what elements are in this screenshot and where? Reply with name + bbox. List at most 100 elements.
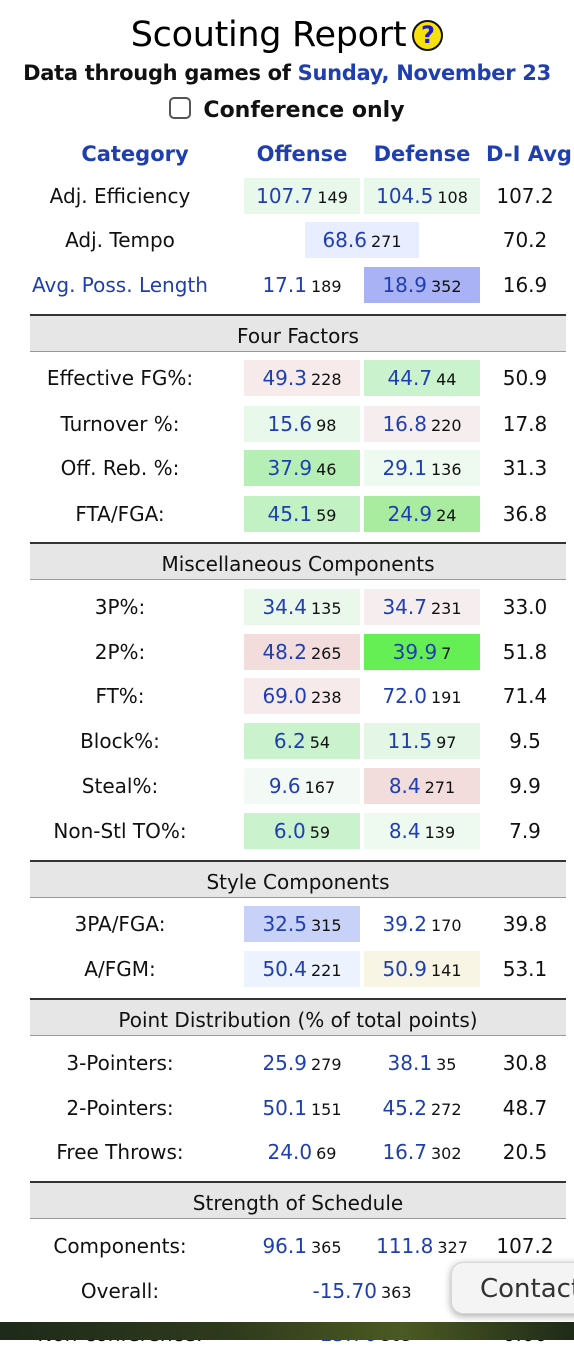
offense-value[interactable]: 37.9 [267, 456, 313, 480]
offense-value[interactable]: 6.2 [273, 729, 306, 753]
table-row: Non-Stl TO%: 6.0 59 8.4 139 7.9 [0, 811, 574, 851]
offense-rank: 228 [310, 370, 342, 389]
defense-value[interactable]: 29.1 [382, 456, 427, 480]
row-label: Off. Reb. %: [60, 456, 180, 480]
data-through-line: Data through games of Sunday, November 2… [0, 58, 574, 88]
defense-value[interactable]: 39.2 [382, 912, 427, 936]
defense-value[interactable]: 104.5 [376, 184, 434, 208]
contact-button[interactable]: Contact [451, 1262, 574, 1314]
offense-value[interactable]: 50.4 [262, 957, 307, 981]
defense-value[interactable]: 50.9 [382, 957, 427, 981]
offense-rank: 135 [310, 599, 342, 618]
defense-rank: 139 [424, 823, 456, 842]
table-row: 3PA/FGA: 32.5 315 39.2 170 39.8 [0, 904, 574, 944]
offense-value[interactable]: 45.1 [267, 502, 313, 526]
defense-value[interactable]: 11.5 [387, 729, 433, 753]
d1-average: 17.8 [502, 412, 548, 436]
tempo-value[interactable]: 68.6 [322, 228, 367, 252]
defense-value[interactable]: 72.0 [382, 684, 427, 708]
bottom-overlay-strip [0, 1322, 574, 1340]
defense-value[interactable]: 44.7 [387, 366, 433, 390]
offense-rank: 69 [316, 1144, 337, 1163]
defense-rank: 272 [430, 1100, 462, 1119]
row-label: Overall: [80, 1279, 160, 1303]
offense-rank: 279 [310, 1055, 342, 1074]
row-label: 3PA/FGA: [74, 912, 166, 936]
data-through-date-link[interactable]: Sunday, November 23 [297, 61, 552, 85]
defense-cell: 34.7 231 [364, 589, 480, 625]
d1-average: 31.3 [502, 456, 548, 480]
table-row: Components: 96.1 365 111.8 327 107.2 [0, 1226, 574, 1266]
defense-rank: 327 [437, 1238, 468, 1257]
table-row-adj-tempo: Adj. Tempo 68.6 271 70.2 [0, 220, 574, 260]
defense-value[interactable]: 16.7 [382, 1140, 427, 1164]
column-header-offense[interactable]: Offense [256, 142, 348, 166]
d1-average: 70.2 [502, 228, 548, 252]
defense-value[interactable]: 16.8 [382, 412, 427, 436]
d1-average: 107.2 [496, 184, 554, 208]
offense-value[interactable]: 107.7 [256, 184, 314, 208]
column-header-category[interactable]: Category [81, 142, 189, 166]
table-row: FT%: 69.0 238 72.0 191 71.4 [0, 676, 574, 716]
defense-value[interactable]: 34.7 [382, 595, 427, 619]
offense-value[interactable]: 49.3 [262, 366, 307, 390]
data-through-prefix: Data through games of [23, 61, 291, 85]
offense-value[interactable]: 6.0 [273, 819, 306, 843]
offense-value[interactable]: 17.1 [262, 273, 307, 297]
overall-sos-value[interactable]: -15.70 [312, 1279, 377, 1303]
offense-rank: 167 [304, 778, 336, 797]
offense-rank: 54 [309, 733, 331, 752]
defense-value[interactable]: 38.1 [387, 1051, 433, 1075]
defense-rank: 220 [430, 416, 462, 435]
table-row: Off. Reb. %: 37.9 46 29.1 136 31.3 [0, 448, 574, 488]
section-header-strength-of-schedule: Strength of Schedule [30, 1181, 566, 1219]
conference-only-toggle[interactable]: Conference only [0, 95, 574, 127]
row-label: 3P%: [94, 595, 146, 619]
d1-average: 9.5 [509, 729, 541, 753]
offense-value[interactable]: 24.0 [267, 1140, 313, 1164]
defense-cell: 39.9 7 [364, 634, 480, 670]
defense-cell: 8.4 271 [364, 768, 480, 804]
d1-average: 50.9 [502, 366, 548, 390]
d1-average: 20.5 [502, 1140, 548, 1164]
offense-value[interactable]: 69.0 [262, 684, 307, 708]
defense-value[interactable]: 8.4 [388, 819, 421, 843]
offense-value[interactable]: 48.2 [262, 640, 307, 664]
row-label: Steal%: [81, 774, 159, 798]
row-label: 2-Pointers: [66, 1096, 174, 1120]
defense-rank: 44 [436, 370, 457, 389]
defense-value[interactable]: 18.9 [382, 273, 427, 297]
help-icon[interactable]: ? [412, 20, 444, 51]
defense-value[interactable]: 111.8 [376, 1234, 434, 1258]
defense-cell: 18.9 352 [364, 267, 480, 303]
row-label-link[interactable]: Avg. Poss. Length [32, 273, 208, 297]
column-header-d1-avg[interactable]: D-I Avg [486, 142, 572, 166]
offense-value[interactable]: 15.6 [267, 412, 313, 436]
offense-value[interactable]: 96.1 [262, 1234, 307, 1258]
offense-value[interactable]: 25.9 [262, 1051, 307, 1075]
defense-value[interactable]: 45.2 [382, 1096, 427, 1120]
table-row: 2-Pointers: 50.1 151 45.2 272 48.7 [0, 1088, 574, 1128]
offense-rank: 238 [310, 688, 342, 707]
defense-value[interactable]: 24.9 [387, 502, 433, 526]
row-label: Adj. Tempo [65, 228, 175, 252]
d1-average: 36.8 [502, 502, 548, 526]
table-row: A/FGM: 50.4 221 50.9 141 53.1 [0, 949, 574, 989]
defense-value[interactable]: 39.9 [392, 640, 438, 664]
offense-cell: 32.5 315 [244, 906, 360, 942]
defense-cell: 104.5 108 [364, 178, 480, 214]
d1-average: 33.0 [502, 595, 548, 619]
offense-cell: 107.7 149 [244, 178, 360, 214]
offense-value[interactable]: 9.6 [268, 774, 301, 798]
defense-cell: 16.7 302 [364, 1134, 480, 1170]
defense-cell: 16.8 220 [364, 406, 480, 442]
defense-cell: 38.1 35 [364, 1045, 480, 1081]
column-header-defense[interactable]: Defense [373, 142, 471, 166]
conference-only-checkbox[interactable] [169, 97, 192, 119]
offense-value[interactable]: 32.5 [262, 912, 307, 936]
offense-rank: 221 [310, 961, 342, 980]
offense-value[interactable]: 34.4 [262, 595, 307, 619]
offense-cell: 50.4 221 [244, 951, 360, 987]
defense-value[interactable]: 8.4 [388, 774, 421, 798]
offense-value[interactable]: 50.1 [262, 1096, 307, 1120]
